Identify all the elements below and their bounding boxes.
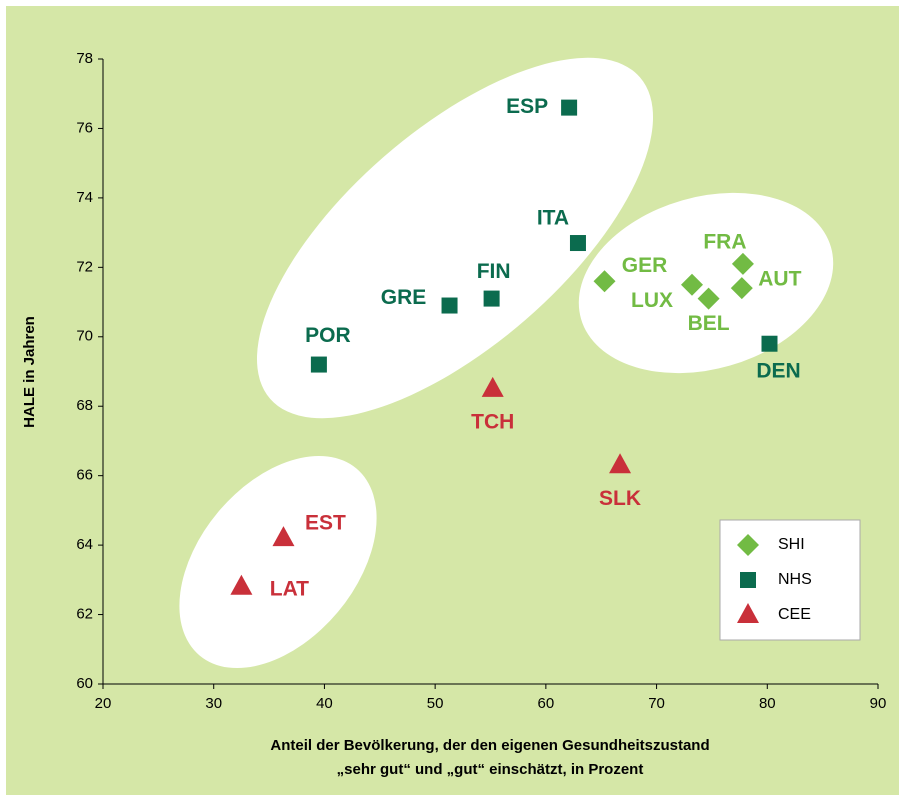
- x-tick-label: 80: [759, 695, 776, 712]
- point-label: LUX: [631, 289, 673, 312]
- y-tick-label: 76: [76, 119, 93, 136]
- point: [761, 335, 778, 352]
- group-ellipse: [578, 192, 834, 374]
- x-tick-label: 60: [538, 695, 555, 712]
- y-tick-label: 78: [76, 50, 93, 67]
- x-tick-label: 70: [648, 695, 665, 712]
- x-tick-label: 20: [95, 695, 112, 712]
- x-tick-label: 30: [205, 695, 222, 712]
- point-label: GER: [622, 254, 668, 277]
- point: [272, 526, 295, 547]
- x-tick-label: 50: [427, 695, 444, 712]
- point: [731, 252, 754, 275]
- x-axis-title: Anteil der Bevölkerung, der den eigenen …: [270, 737, 709, 754]
- legend-marker: [740, 572, 756, 588]
- group-ellipse: [256, 57, 654, 419]
- point-label: BEL: [688, 312, 730, 335]
- point-label: DEN: [756, 359, 800, 382]
- point: [730, 277, 753, 300]
- legend-marker: [737, 534, 759, 556]
- y-tick-label: 68: [76, 397, 93, 414]
- point-label: POR: [305, 324, 351, 347]
- x-axis-title: „sehr gut“ und „gut“ einschätzt, in Proz…: [337, 761, 644, 778]
- y-tick-label: 62: [76, 606, 93, 623]
- y-tick-label: 72: [76, 258, 93, 275]
- point: [593, 270, 616, 293]
- legend-label: CEE: [778, 606, 811, 623]
- y-tick-label: 64: [76, 536, 93, 553]
- legend-label: NHS: [778, 571, 812, 588]
- point: [310, 356, 327, 373]
- y-tick-label: 60: [76, 675, 93, 692]
- y-tick-label: 70: [76, 328, 93, 345]
- legend-label: SHI: [778, 536, 805, 553]
- y-axis-title: HALE in Jahren: [21, 316, 38, 428]
- point: [483, 290, 500, 307]
- point: [481, 376, 504, 397]
- x-tick-label: 90: [870, 695, 887, 712]
- point: [697, 287, 720, 310]
- point: [561, 99, 578, 116]
- point: [569, 235, 586, 252]
- point-label: ESP: [506, 95, 548, 118]
- point-label: GRE: [381, 286, 427, 309]
- point: [441, 297, 458, 314]
- point-label: EST: [305, 512, 346, 535]
- y-tick-label: 66: [76, 467, 93, 484]
- y-tick-label: 74: [76, 189, 93, 206]
- group-ellipse: [179, 455, 377, 669]
- x-tick-label: 40: [316, 695, 333, 712]
- point: [681, 273, 703, 296]
- point-label: AUT: [758, 268, 801, 291]
- point-label: LAT: [270, 577, 309, 600]
- point-label: FRA: [703, 230, 746, 253]
- point: [230, 574, 253, 595]
- point-label: TCH: [471, 410, 514, 433]
- point-label: SLK: [599, 487, 641, 510]
- point-label: FIN: [477, 260, 511, 283]
- point: [609, 453, 632, 474]
- point-label: ITA: [537, 207, 569, 230]
- legend-marker: [737, 603, 759, 623]
